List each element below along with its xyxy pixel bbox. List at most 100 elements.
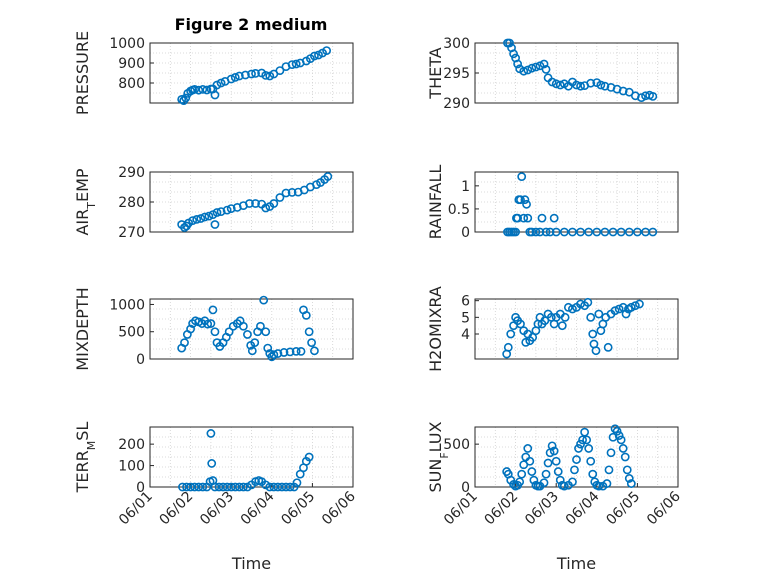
data-point	[555, 475, 565, 485]
y-axis-label: AIRTEMP	[73, 168, 98, 235]
data-point	[547, 441, 557, 451]
data-point	[624, 474, 634, 483]
y-tick-label: 500	[443, 437, 470, 453]
data-point	[287, 60, 297, 69]
data-point	[624, 227, 634, 237]
data-point	[519, 66, 529, 76]
data-point	[519, 213, 529, 223]
data-point	[578, 435, 587, 445]
data-point	[517, 172, 527, 182]
data-point	[594, 309, 604, 319]
data-point	[263, 343, 273, 353]
data-point	[516, 195, 525, 205]
axes-box	[474, 298, 679, 360]
data-point	[182, 482, 191, 492]
data-point	[612, 426, 622, 436]
data-point	[584, 444, 594, 453]
data-point	[568, 304, 577, 314]
data-point	[304, 327, 314, 337]
y-axis-label: PRESSURE	[73, 31, 92, 115]
data-point	[188, 216, 198, 225]
y-tick-label: 1	[461, 179, 470, 195]
data-point	[522, 199, 531, 209]
y-tick-label: 300	[443, 36, 470, 52]
data-point	[202, 85, 212, 95]
data-point	[630, 301, 640, 311]
data-point	[506, 329, 516, 339]
data-point	[572, 80, 581, 90]
data-point	[592, 227, 602, 237]
data-point	[207, 459, 217, 468]
data-point	[238, 482, 248, 492]
data-point	[279, 348, 289, 357]
data-point	[559, 481, 569, 491]
y-axis-label: THETA	[426, 47, 445, 99]
x-axis-label: Time	[556, 554, 596, 573]
y-tick-label: 0.5	[448, 202, 470, 218]
data-point	[224, 327, 234, 337]
data-point	[269, 199, 279, 208]
y-tick-label: 290	[443, 96, 470, 112]
data-point	[621, 309, 631, 319]
data-point	[553, 467, 563, 476]
data-point	[618, 86, 628, 96]
data-point	[517, 469, 527, 479]
data-point	[230, 482, 240, 492]
data-point	[206, 429, 216, 438]
data-point	[261, 203, 271, 213]
data-point	[192, 214, 202, 224]
data-point	[551, 79, 561, 89]
data-point	[198, 85, 208, 94]
data-point	[563, 302, 573, 312]
data-point	[273, 482, 283, 492]
data-point	[626, 302, 636, 312]
data-point	[291, 346, 301, 356]
data-point	[509, 49, 518, 59]
y-tick-label: 900	[118, 56, 145, 72]
y-tick-label: 800	[118, 76, 145, 92]
y-tick-label: 280	[118, 195, 145, 211]
data-point	[551, 456, 561, 466]
data-point	[549, 213, 559, 223]
data-point	[281, 482, 291, 492]
y-tick-label: 0	[136, 480, 145, 496]
data-point	[580, 427, 590, 437]
data-point	[505, 38, 514, 48]
data-point	[555, 80, 565, 90]
data-point	[275, 66, 285, 75]
data-point	[616, 227, 626, 237]
data-point	[614, 304, 624, 314]
data-point	[537, 213, 547, 223]
data-point	[296, 346, 306, 356]
data-point	[216, 78, 226, 88]
data-point	[602, 479, 612, 488]
data-point	[541, 469, 551, 479]
data-point	[516, 319, 525, 329]
data-point	[513, 59, 523, 69]
data-point	[523, 65, 533, 75]
data-point	[633, 227, 642, 237]
data-point	[196, 214, 206, 223]
data-point	[210, 327, 220, 337]
data-point	[234, 482, 244, 492]
data-point	[529, 475, 539, 485]
data-point	[243, 330, 252, 339]
data-point	[541, 65, 551, 74]
data-point	[616, 435, 626, 445]
data-point	[600, 227, 610, 237]
data-point	[204, 211, 214, 221]
axes-box	[474, 426, 679, 488]
data-point	[178, 482, 187, 492]
y-tick-label: 5	[461, 310, 470, 326]
data-point	[545, 227, 555, 237]
data-point	[269, 482, 279, 492]
data-point	[186, 482, 195, 492]
data-point	[218, 482, 228, 492]
data-point	[226, 204, 236, 213]
data-point	[535, 227, 545, 237]
data-point	[291, 59, 301, 69]
data-point	[527, 63, 537, 73]
data-point	[198, 482, 208, 492]
data-point	[626, 479, 636, 488]
